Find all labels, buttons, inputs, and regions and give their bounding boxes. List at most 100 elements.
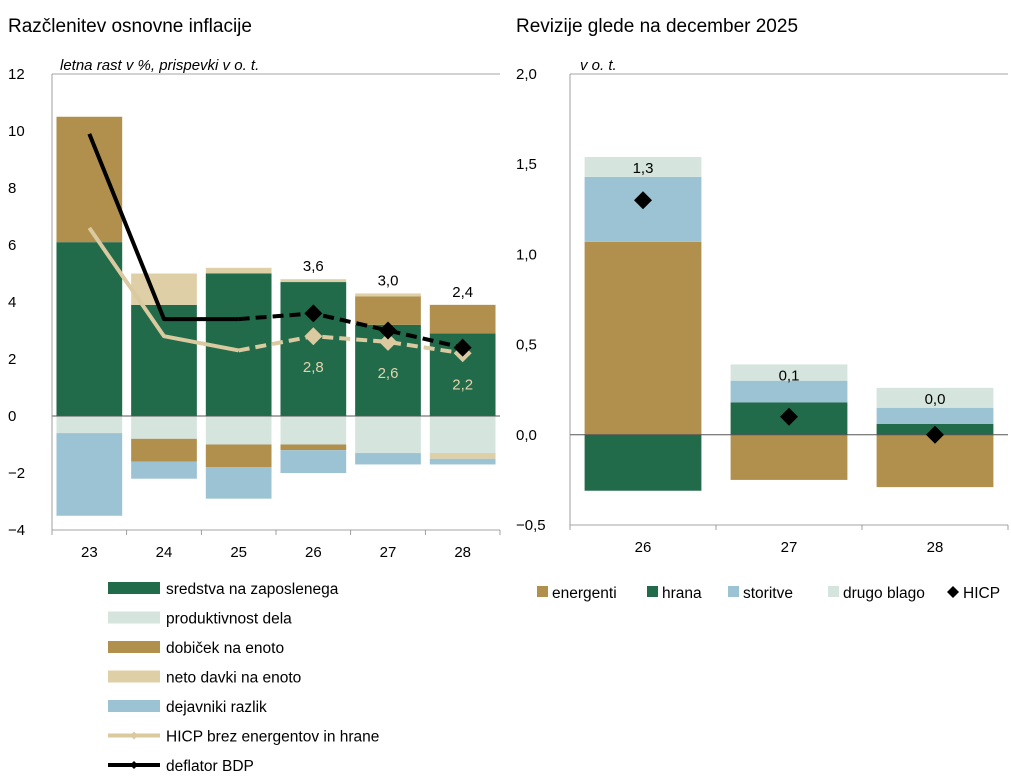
data-label-inside: 2,8 <box>303 359 324 376</box>
bar-segment-produktivnost <box>355 416 421 454</box>
x-tick-label: 28 <box>454 544 471 561</box>
marker-hicp <box>634 191 652 210</box>
data-label: 3,6 <box>303 258 324 275</box>
legend-item-energenti: energenti <box>537 585 617 602</box>
legend-marker-deflator <box>130 761 138 769</box>
bar-segment-produktivnost <box>429 416 496 454</box>
x-tick-label: 24 <box>156 544 173 561</box>
y-tick-label: −0,5 <box>516 517 546 534</box>
bar-segment-davki <box>131 273 197 305</box>
legend-item-davki: neto davki na enoto <box>108 670 301 687</box>
bar-segment-razlik <box>280 450 347 473</box>
y-tick-label: 2 <box>8 351 16 368</box>
marker-hicp <box>780 407 798 426</box>
y-tick-label: 12 <box>8 66 25 83</box>
y-tick-label: 0,0 <box>516 427 537 444</box>
marker-deflator <box>304 304 323 323</box>
x-tick-label: 23 <box>81 544 98 561</box>
legend-item-hicp: HICP <box>947 585 1000 602</box>
bar-segment-dobicek <box>280 444 347 451</box>
legend-label: dejavniki razlik <box>166 699 267 716</box>
legend-item-produktivnost: produktivnost dela <box>108 611 292 628</box>
data-label-inside: 2,6 <box>378 365 399 382</box>
bar-segment-davki <box>205 267 272 274</box>
legend-label: neto davki na enoto <box>166 670 301 687</box>
legend-label: storitve <box>743 585 793 602</box>
y-tick-label: 1,5 <box>516 156 537 173</box>
legend-swatch-davki <box>108 670 160 683</box>
y-tick-label: 0,5 <box>516 337 537 354</box>
legend-label: deflator BDP <box>166 758 254 775</box>
bar-segment-razlik <box>56 433 123 516</box>
data-label: 1,3 <box>633 160 654 177</box>
bar-segment-dobicek <box>429 304 496 334</box>
bar-segment-storitve <box>730 380 848 403</box>
y-tick-label: 6 <box>8 237 16 254</box>
legend-swatch-hrana <box>647 586 658 597</box>
data-label: 0,1 <box>779 367 800 384</box>
legend-item-hicp_core: HICP brez energentov in hrane <box>108 729 379 746</box>
x-tick-label: 27 <box>380 544 397 561</box>
bar-segment-davki <box>280 279 347 283</box>
marker-hicp_core <box>304 327 323 346</box>
line-deflator-solid <box>87 133 239 322</box>
bar-segment-razlik <box>429 458 496 465</box>
bar-segment-sredstva <box>280 282 347 416</box>
right-y-axis-label: v o. t. <box>580 57 617 74</box>
legend-swatch-razlik <box>108 700 160 712</box>
left-y-axis-label: letna rast v %, prispevki v o. t. <box>60 57 259 74</box>
legend-label: energenti <box>552 585 617 602</box>
x-tick-label: 25 <box>230 544 247 561</box>
bar-segment-produktivnost <box>131 416 197 439</box>
legend-label: produktivnost dela <box>166 611 292 628</box>
legend-label: hrana <box>662 585 702 602</box>
legend-label: drugo blago <box>843 585 925 602</box>
bar-segment-drugo <box>730 364 848 381</box>
marker-deflator <box>379 321 397 340</box>
bar-segment-drugo <box>584 156 702 177</box>
right-chart-title: Revizije glede na december 2025 <box>516 16 798 37</box>
right-chart: Revizije glede na december 2025 v o. t. … <box>516 16 1009 602</box>
legend-swatch-sredstva <box>108 582 160 594</box>
marker-hicp_core <box>379 332 397 351</box>
line-hicp_core-solid <box>87 226 240 353</box>
marker-deflator <box>453 338 472 357</box>
legend-swatch-energenti <box>537 586 548 597</box>
legend-label: sredstva na zaposlenega <box>166 581 339 598</box>
marker-hicp <box>926 425 944 444</box>
bar-segment-storitve <box>584 176 702 242</box>
line-deflator-dashed <box>238 311 464 350</box>
bar-segment-sredstva <box>56 242 123 416</box>
legend-swatch-storitve <box>728 586 739 597</box>
legend-item-deflator: deflator BDP <box>108 758 254 775</box>
bar-segment-drugo <box>876 387 994 408</box>
bar-segment-produktivnost <box>205 416 272 445</box>
y-tick-label: −4 <box>8 522 25 539</box>
x-tick-label: 26 <box>635 539 652 556</box>
legend-item-dobicek: dobiček na enoto <box>108 640 284 657</box>
y-tick-label: 2,0 <box>516 66 537 83</box>
bar-segment-davki <box>429 453 496 459</box>
left-chart-title: Razčlenitev osnovne inflacije <box>8 16 252 37</box>
bar-segment-razlik <box>131 461 197 479</box>
data-label-inside: 2,2 <box>452 376 473 393</box>
line-hicp_core-dashed <box>238 334 463 356</box>
x-tick-label: 26 <box>305 544 322 561</box>
x-tick-label: 27 <box>781 539 798 556</box>
y-tick-label: 0 <box>8 408 16 425</box>
bar-segment-dobicek <box>205 444 272 468</box>
legend-item-hrana: hrana <box>647 585 702 602</box>
legend-item-drugo: drugo blago <box>828 585 925 602</box>
legend-marker-hicp_core <box>130 731 138 740</box>
legend-swatch-produktivnost <box>108 611 160 624</box>
bar-segment-dobicek <box>131 438 197 462</box>
data-label: 3,0 <box>378 272 399 289</box>
left-chart: Razčlenitev osnovne inflacije letna rast… <box>8 16 501 775</box>
bar-segment-energenti <box>584 241 702 435</box>
x-tick-label: 28 <box>927 539 944 556</box>
bar-segment-produktivnost <box>280 416 347 445</box>
legend-label: dobiček na enoto <box>166 640 284 657</box>
legend-marker-hicp <box>947 586 959 598</box>
legend-item-razlik: dejavniki razlik <box>108 699 267 716</box>
